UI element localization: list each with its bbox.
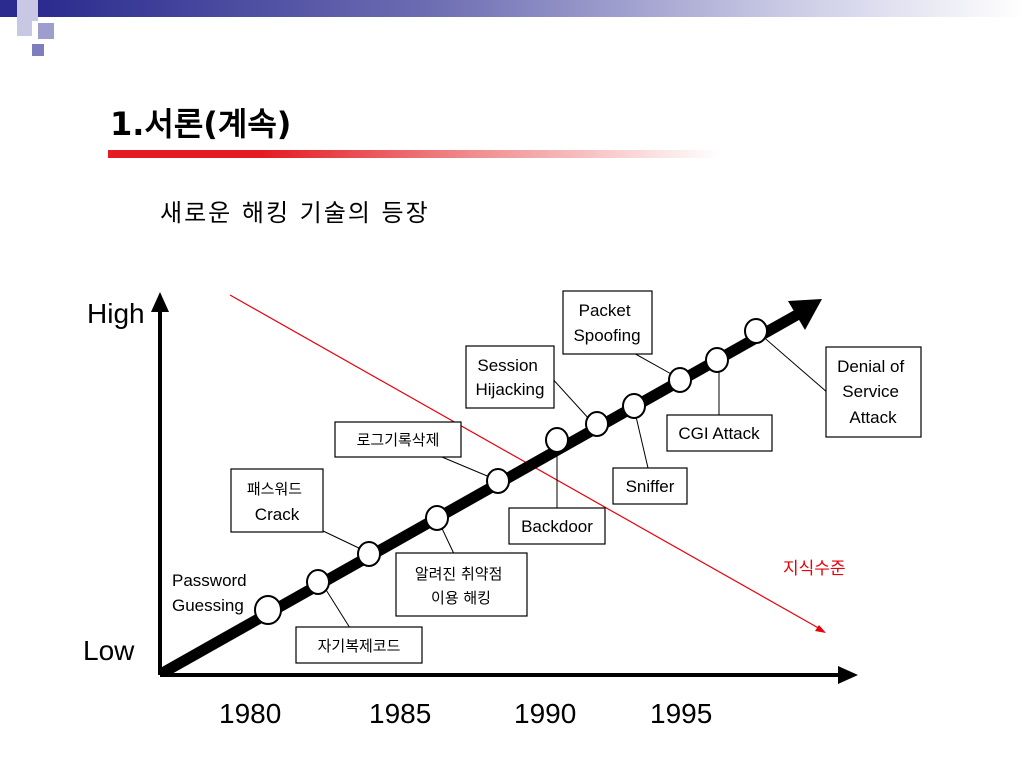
- event-label-cgi-attack: CGI Attack: [678, 424, 760, 443]
- event-label-password-crack: 패스워드 Crack: [247, 479, 307, 524]
- milestone-node: [254, 595, 282, 625]
- year-label: 1995: [650, 698, 712, 729]
- event-box: [334, 421, 462, 458]
- event-label-backdoor: Backdoor: [521, 517, 593, 536]
- event-label-session-hijacking: Session Hijacking: [476, 356, 545, 399]
- milestone-node: [585, 411, 609, 437]
- event-label-log-deletion: 로그기록삭제: [357, 431, 440, 449]
- x-axis-arrowhead: [838, 666, 858, 684]
- knowledge-level-label: 지식수준: [783, 559, 846, 579]
- milestone-node: [545, 427, 569, 453]
- year-label: 1980: [219, 698, 281, 729]
- event-box: [666, 414, 773, 452]
- logo-square-light: [17, 0, 38, 21]
- milestone-node: [425, 505, 449, 531]
- event-box: [612, 467, 688, 505]
- milestone-node: [705, 347, 729, 373]
- header-gradient-band: [38, 0, 1024, 17]
- slide-subtitle: 새로운 해킹 기술의 등장: [160, 199, 430, 227]
- logo-square-light: [17, 21, 32, 36]
- event-box: [295, 626, 423, 664]
- year-label: 1985: [369, 698, 431, 729]
- logo-square-mid: [32, 44, 44, 56]
- trend-arrowhead: [788, 299, 822, 330]
- milestone-node: [306, 569, 330, 595]
- event-label-denial-of-service: Denial of Service Attack: [837, 357, 909, 427]
- event-label-sniffer: Sniffer: [626, 477, 675, 496]
- slide-title: 1.서론(계속): [110, 105, 292, 143]
- event-label-password-guessing: Password Guessing: [172, 571, 251, 615]
- event-label-self-replicating-code: 자기복제코드: [318, 637, 401, 655]
- logo-square-mid: [38, 23, 54, 39]
- milestone-node: [357, 541, 381, 567]
- year-label: 1990: [514, 698, 576, 729]
- event-label-known-vulnerability-hacking: 알려진 취약점 이용 해킹: [415, 565, 507, 607]
- milestone-node: [486, 468, 510, 494]
- milestone-node: [622, 393, 646, 419]
- y-axis-arrowhead: [151, 292, 169, 312]
- milestone-node: [668, 367, 692, 393]
- event-box: [465, 345, 555, 409]
- event-box: [230, 468, 324, 533]
- event-label-packet-spoofing: Packet Spoofing: [573, 301, 640, 345]
- event-box: [562, 290, 653, 355]
- event-box: [508, 507, 606, 545]
- y-axis-low-label: Low: [83, 635, 135, 666]
- leader-lines: [299, 333, 829, 629]
- logo-square-dark: [0, 0, 17, 17]
- event-box: [825, 346, 922, 438]
- event-box: [395, 552, 528, 617]
- milestone-node: [744, 318, 768, 344]
- title-underline: [108, 150, 720, 158]
- knowledge-level-arrowhead: [815, 625, 826, 633]
- y-axis-high-label: High: [87, 298, 145, 329]
